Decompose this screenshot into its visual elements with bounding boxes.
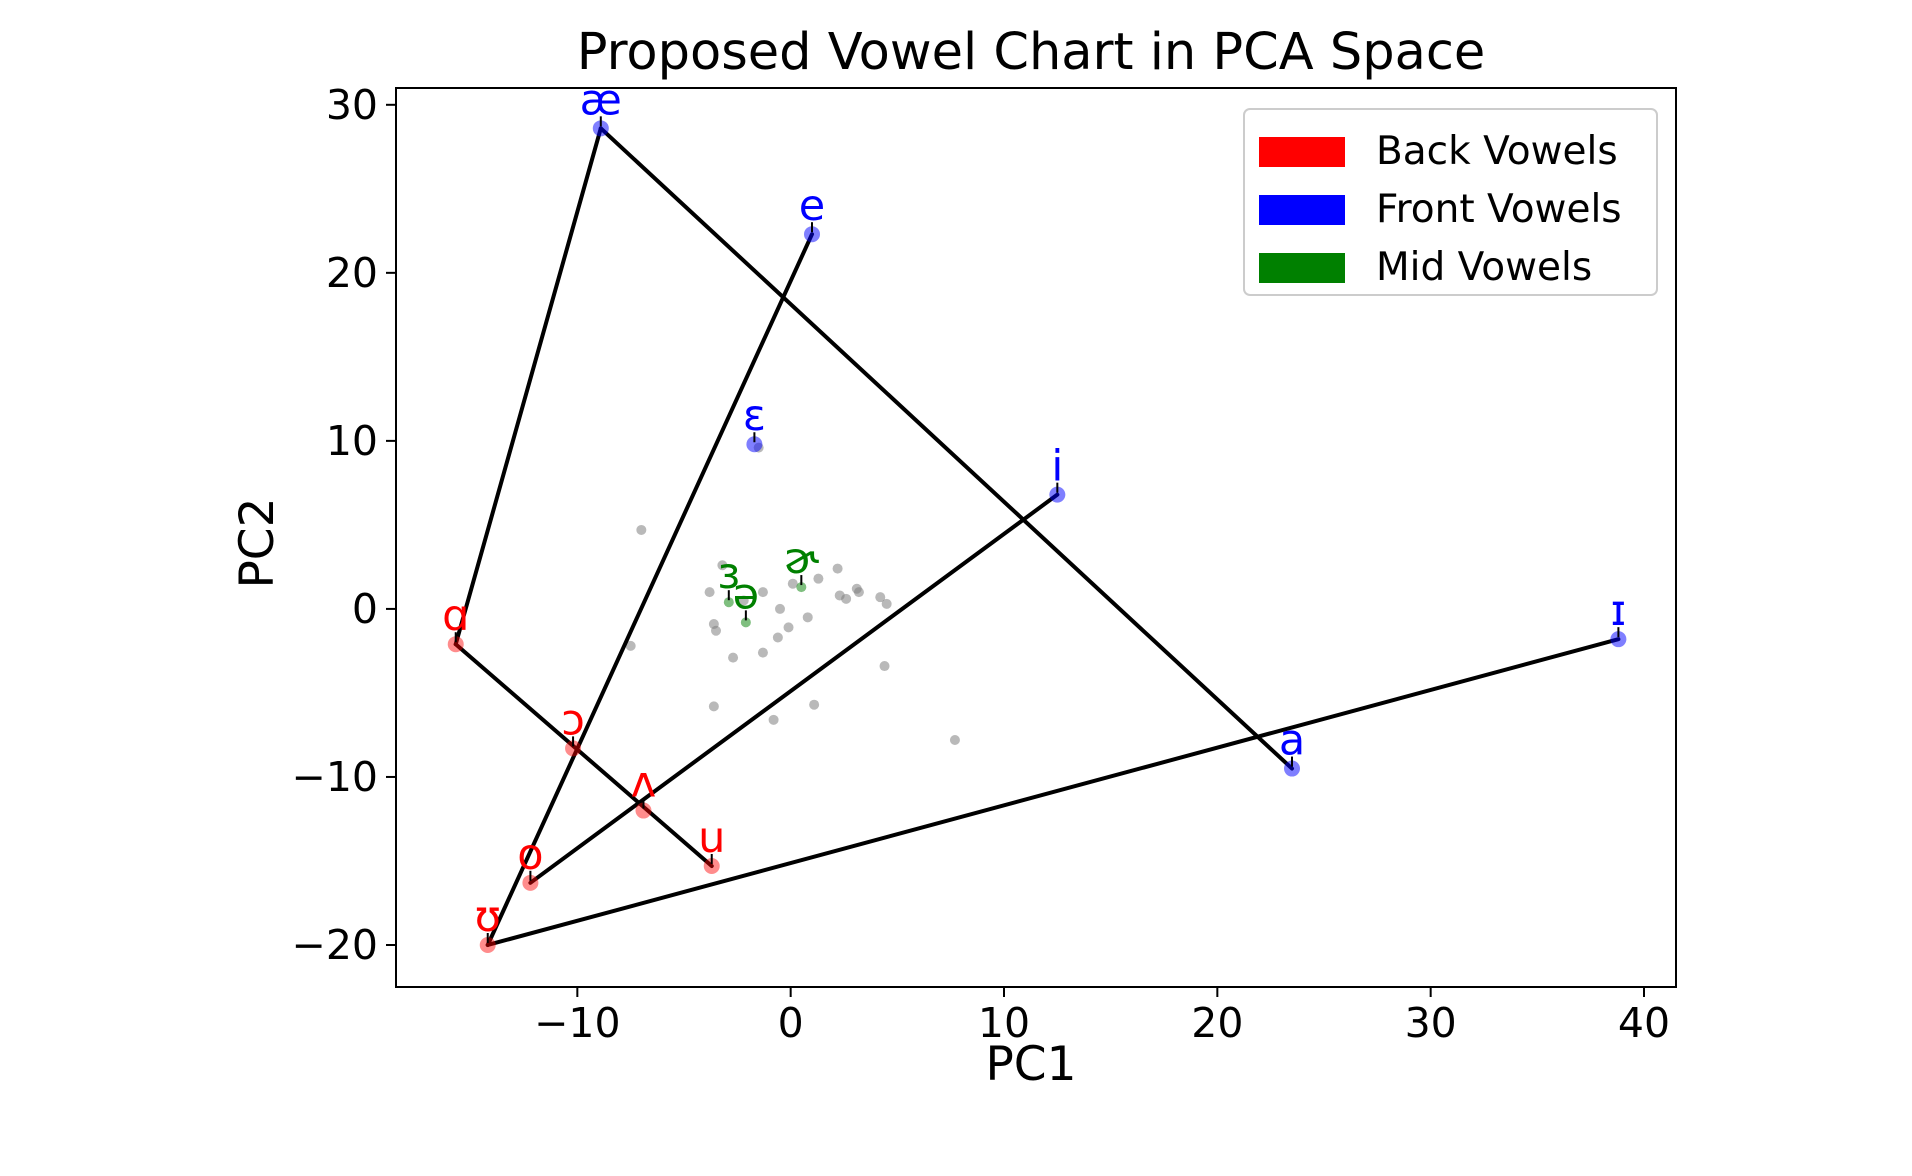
- plot-frame: [395, 87, 1677, 988]
- y-axis-label: PC2: [230, 497, 285, 588]
- y-axis: −20 −10 0 10 20 30: [291, 81, 396, 969]
- background-point: [802, 612, 813, 623]
- background-point: [728, 652, 739, 663]
- legend-swatch: [1259, 253, 1345, 283]
- background-point: [772, 632, 783, 643]
- vowel-point-front: [804, 226, 820, 243]
- y-tick-label: 0: [352, 585, 378, 633]
- vowel-label-front: a: [1279, 716, 1305, 766]
- background-point: [775, 603, 785, 614]
- x-tick-label: 0: [778, 999, 804, 1047]
- y-tick-label: 20: [326, 249, 378, 297]
- y-tick-label: 10: [326, 417, 378, 465]
- x-tick-label: 30: [1405, 999, 1457, 1047]
- vowel-point-back: [703, 858, 720, 875]
- legend-entry-label: Front Vowels: [1376, 187, 1622, 232]
- vowel-point-mid: [740, 617, 751, 628]
- x-tick-label: 40: [1618, 999, 1670, 1047]
- vowel-label-back: ʊ: [474, 892, 501, 942]
- background-point: [832, 563, 843, 574]
- background-point: [853, 587, 864, 598]
- vowel-label-mid: ə: [733, 569, 759, 619]
- vowel-label-back: u: [698, 813, 725, 863]
- background-point: [813, 573, 824, 584]
- vowel-point-back: [479, 936, 496, 953]
- connection-line: [453, 642, 714, 869]
- vowel-point-front: [1284, 760, 1300, 777]
- background-point: [636, 524, 647, 535]
- x-tick-label: −10: [534, 999, 621, 1047]
- background-point: [717, 560, 728, 571]
- background-point: [809, 699, 820, 710]
- connection-line: [453, 126, 603, 647]
- legend-entry-label: Back Vowels: [1376, 129, 1618, 174]
- vowel-label-mid: ɚ: [784, 534, 820, 584]
- background-point: [949, 734, 960, 745]
- vowel-label-mid: ɜ: [717, 549, 740, 599]
- vowel-point-front: [746, 436, 763, 453]
- background-point: [704, 587, 715, 598]
- vowel-label-front: ɪ: [1610, 586, 1626, 636]
- y-tick-label: −10: [291, 753, 378, 801]
- chart-title: Proposed Vowel Chart in PCA Space: [577, 23, 1486, 82]
- vowel-label-back: ʌ: [631, 758, 656, 808]
- background-point: [879, 661, 890, 672]
- vowel-point-front: [1049, 486, 1066, 503]
- vowel-point-back: [522, 874, 539, 891]
- background-point: [841, 593, 852, 604]
- vowel-point-back: [565, 740, 582, 757]
- vowel-label-front: æ: [580, 75, 622, 125]
- connection-line: [528, 492, 1060, 885]
- vowel-label-front: i: [1051, 442, 1063, 492]
- x-axis: −10 0 10 20 30 40: [534, 987, 1670, 1047]
- y-tick-label: 30: [326, 81, 378, 129]
- vowel-point-front: [592, 120, 609, 137]
- vowel-point-back: [447, 636, 464, 653]
- connection-line: [485, 232, 814, 947]
- background-point: [757, 587, 768, 598]
- legend-swatch: [1259, 195, 1345, 225]
- background-point: [768, 714, 779, 725]
- connection-line: [485, 637, 1621, 947]
- background-point: [708, 701, 719, 712]
- connection-line: [598, 126, 1294, 771]
- vowel-label-back: ɔ: [561, 695, 585, 745]
- background-point: [875, 592, 886, 603]
- legend-swatch: [1259, 137, 1345, 167]
- x-tick-label: 20: [1191, 999, 1243, 1047]
- legend-box: [1243, 108, 1658, 296]
- y-tick-label: −20: [291, 921, 378, 969]
- x-tick-label: 10: [978, 999, 1030, 1047]
- vowel-point-mid: [723, 597, 734, 608]
- vowel-point-front: [1610, 631, 1627, 648]
- vowel-point-mid: [796, 582, 807, 593]
- vowel-point-back: [635, 802, 652, 819]
- vowel-label-back: ɑ: [442, 591, 469, 641]
- vowel-label-front: ɛ: [743, 391, 766, 441]
- background-point: [738, 595, 749, 606]
- background-point: [757, 647, 768, 658]
- background-point: [711, 625, 721, 636]
- vowel-label-front: e: [799, 181, 825, 231]
- legend: Back Vowels Front Vowels Mid Vowels: [1243, 108, 1658, 296]
- background-point: [625, 640, 636, 651]
- plot-area: æ e ɛ i ɪ a ɑ ɔʌu oʊ ɜ ɚə: [395, 75, 1677, 988]
- legend-entry-label: Mid Vowels: [1376, 245, 1592, 290]
- background-point: [787, 578, 798, 589]
- x-axis-label: PC1: [985, 1037, 1076, 1092]
- vowel-label-back: o: [517, 830, 543, 880]
- background-point: [783, 622, 794, 633]
- background-point: [881, 598, 892, 609]
